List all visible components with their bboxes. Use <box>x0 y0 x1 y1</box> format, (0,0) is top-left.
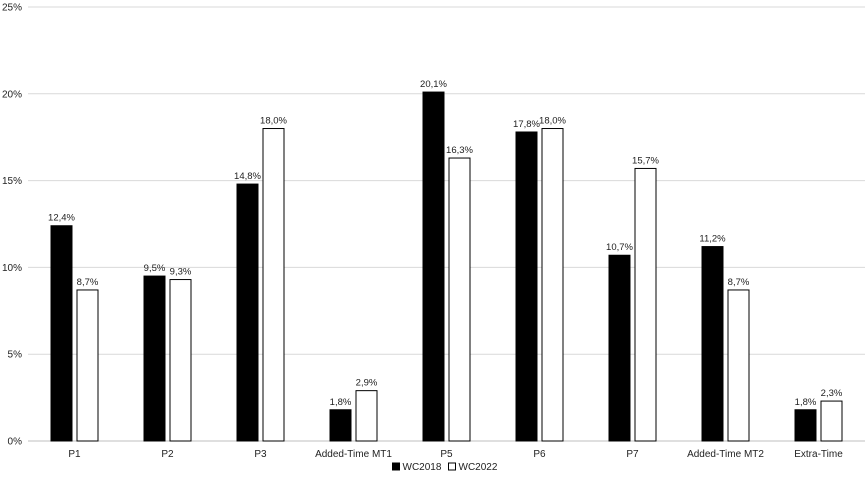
y-tick-label: 0% <box>8 437 23 448</box>
data-label: 9,3% <box>170 267 192 278</box>
data-label: 20,1% <box>420 79 447 90</box>
data-label: 14,8% <box>234 171 261 182</box>
x-tick-label: P3 <box>254 449 267 460</box>
data-label: 17,8% <box>513 119 540 130</box>
bar-wc2018-p2 <box>143 275 166 442</box>
y-tick-label: 10% <box>2 263 22 274</box>
bar-wc2022-p7 <box>634 167 657 442</box>
data-label: 18,0% <box>539 116 566 127</box>
legend-label-wc2018: WC2018 <box>403 462 442 473</box>
x-tick-label: P1 <box>68 449 81 460</box>
legend-swatch-wc2022 <box>448 462 456 471</box>
bar-wc2022-added-time-mt1 <box>355 390 378 442</box>
x-tick-label: Added-Time MT1 <box>315 449 392 460</box>
data-label: 1,8% <box>330 397 352 408</box>
x-tick-label: Added-Time MT2 <box>687 449 764 460</box>
x-tick-label: P2 <box>161 449 174 460</box>
legend-swatch-wc2018 <box>392 462 400 471</box>
bar-wc2022-p6 <box>541 128 564 442</box>
data-label: 2,9% <box>356 378 378 389</box>
bar-wc2018-extra-time <box>794 409 817 442</box>
bar-wc2018-p7 <box>608 254 631 442</box>
y-axis: 0% 5% 10% 15% 20% 25% <box>2 3 22 448</box>
data-label: 16,3% <box>446 145 473 156</box>
bar-wc2022-p5 <box>448 157 471 442</box>
y-tick-label: 5% <box>8 350 23 361</box>
y-tick-label: 25% <box>2 3 22 14</box>
bar-wc2018-p5 <box>422 91 445 442</box>
bar-wc2018-p1 <box>50 225 73 442</box>
data-label: 11,2% <box>699 234 726 245</box>
bar-wc2022-extra-time <box>820 400 843 442</box>
data-label: 12,4% <box>48 213 75 224</box>
data-labels: 12,4% 8,7% 9,5% 9,3% 14,8% 18,0% 1,8% 2,9% 20,1%… <box>48 79 843 408</box>
data-label: 10,7% <box>606 242 633 253</box>
bar-wc2022-p3 <box>262 128 285 442</box>
bars <box>50 91 843 442</box>
bar-wc2022-added-time-mt2 <box>727 289 750 442</box>
data-label: 18,0% <box>260 116 287 127</box>
bar-wc2018-p6 <box>515 131 538 442</box>
x-tick-label: P5 <box>440 449 453 460</box>
x-tick-label: Extra-Time <box>794 449 843 460</box>
bar-wc2018-added-time-mt2 <box>701 246 724 442</box>
data-label: 8,7% <box>77 277 99 288</box>
y-tick-label: 15% <box>2 176 22 187</box>
bar-wc2018-p3 <box>236 183 259 442</box>
legend-label-wc2022: WC2022 <box>459 462 498 473</box>
x-tick-label: P7 <box>626 449 639 460</box>
gridlines <box>28 6 865 442</box>
bar-wc2022-p1 <box>76 289 99 442</box>
bar-wc2022-p2 <box>169 279 192 442</box>
data-label: 1,8% <box>795 397 817 408</box>
data-label: 9,5% <box>144 263 166 274</box>
x-axis: P1 P2 P3 Added-Time MT1 P5 P6 P7 Added-Time MT2… <box>68 449 843 460</box>
data-label: 8,7% <box>728 277 750 288</box>
data-label: 2,3% <box>821 388 843 399</box>
legend: WC2018 WC2022 <box>392 462 498 473</box>
x-tick-label: P6 <box>533 449 546 460</box>
y-tick-label: 20% <box>2 89 22 100</box>
data-label: 15,7% <box>632 155 659 166</box>
bar-wc2018-added-time-mt1 <box>329 409 352 442</box>
